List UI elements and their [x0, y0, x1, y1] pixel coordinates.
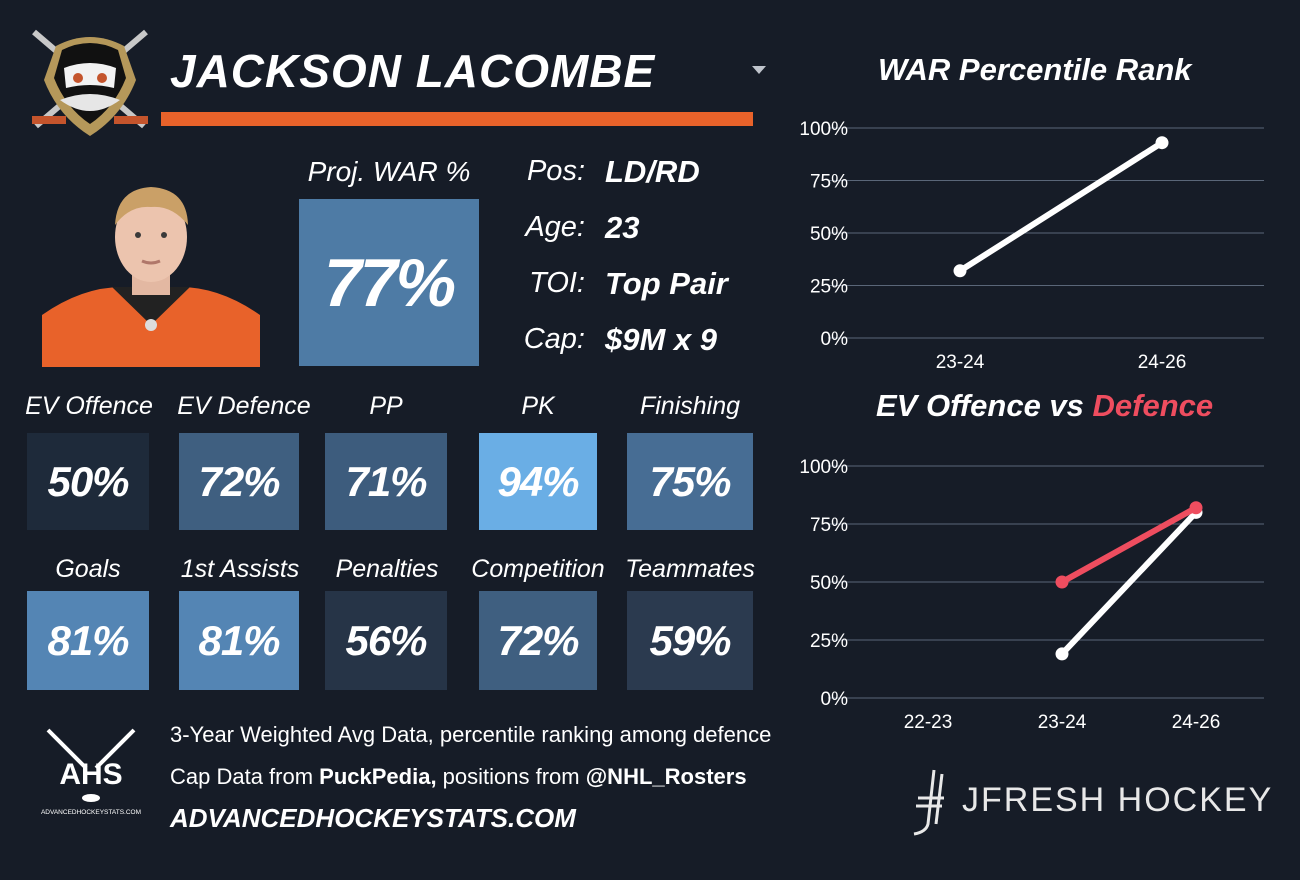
info-label-toi: TOI: [529, 267, 585, 299]
tile-teammates: 59% [627, 591, 753, 690]
footer-url[interactable]: ADVANCEDHOCKEYSTATS.COM [170, 803, 576, 833]
tile-label-ev-offence: EV Offence [25, 392, 153, 420]
tile-ev-defence: 72% [179, 433, 299, 530]
tile-penalties: 56% [325, 591, 447, 690]
war-percentile-chart: 100% 75% 50% 25% 0% 23-24 24-26 [799, 119, 1264, 373]
name-accent-bar [161, 112, 753, 126]
info-value-pos: LD/RD [605, 154, 700, 189]
ev-chart-ytick-label: 75% [810, 515, 848, 536]
info-value-cap: $9M x 9 [605, 322, 718, 357]
ev-chart-ytick-label: 0% [821, 689, 849, 710]
tile-finishing: 75% [627, 433, 753, 530]
ev-chart-point-0 [1055, 647, 1069, 661]
war-chart-ytick-label: 75% [810, 172, 848, 193]
ev-chart-title: EV Offence vs Defence [876, 388, 1213, 424]
ev-chart-ytick-label: 25% [810, 631, 848, 652]
footer-line2: Cap Data from PuckPedia, positions from … [170, 764, 747, 790]
player-name: JACKSON LACOMBE [170, 45, 656, 97]
ev-chart-title-defence: Defence [1092, 388, 1214, 423]
tile-ev-offence: 50% [27, 433, 149, 530]
tile-label-ev-defence: EV Defence [177, 392, 311, 420]
ahs-logo-small: ADVANCEDHOCKEYSTATS.COM [41, 809, 141, 816]
info-label-age: Age: [525, 211, 585, 243]
tile-label-penalties: Penalties [335, 555, 439, 583]
tile-label-goals: Goals [55, 555, 121, 583]
footer-puckpedia: PuckPedia, [319, 764, 437, 789]
war-chart-ytick-label: 25% [810, 277, 848, 298]
footer-nhl-rosters: @NHL_Rosters [585, 764, 747, 789]
war-chart-title: WAR Percentile Rank [878, 52, 1192, 87]
ev-chart-xtick-label: 23-24 [1038, 712, 1087, 733]
chevron-down-icon[interactable] [750, 64, 768, 76]
tile-label-1st-assists: 1st Assists [180, 555, 300, 583]
tile-label-pp: PP [369, 392, 403, 420]
tile-pk: 94% [479, 433, 597, 530]
war-chart-ytick-label: 50% [810, 224, 848, 245]
tile-label-teammates: Teammates [625, 555, 755, 583]
ev-chart-ytick-label: 100% [799, 457, 848, 478]
ahs-logo-text: AHS [59, 758, 122, 791]
jfresh-brand: JFRESH HOCKEY [962, 781, 1274, 819]
tile-goals: 81% [27, 591, 149, 690]
proj-war-label: Proj. WAR % [307, 156, 471, 187]
ev-chart-xtick-label: 24-26 [1172, 712, 1221, 733]
footer-line2-c: positions from [436, 764, 586, 789]
ev-chart-point-1 [1189, 501, 1203, 515]
info-label-cap: Cap: [523, 323, 585, 355]
tile-label-competition: Competition [471, 555, 605, 583]
ducks-logo-icon [32, 29, 148, 136]
ev-chart-series-line-0 [1059, 509, 1199, 657]
ev-chart-ytick-label: 50% [810, 573, 848, 594]
ev-chart-point-1 [1055, 575, 1069, 589]
footer-line2-a: Cap Data from [170, 764, 320, 789]
player-headshot [42, 187, 260, 367]
ev-chart-series-line-1 [1059, 504, 1199, 585]
tile-pp: 71% [325, 433, 447, 530]
tile-competition: 72% [479, 591, 597, 690]
info-value-age: 23 [605, 210, 640, 245]
tile-label-pk: PK [521, 392, 555, 420]
war-chart-ytick-label: 100% [799, 119, 848, 140]
proj-war-tile: 77% [299, 199, 479, 366]
war-chart-series-line-0 [957, 139, 1165, 274]
info-value-toi: Top Pair [605, 266, 728, 301]
war-chart-ytick-label: 0% [821, 329, 849, 350]
footer-line1: 3-Year Weighted Avg Data, percentile ran… [170, 722, 772, 747]
ahs-logo-icon: AHS ADVANCEDHOCKEYSTATS.COM [41, 728, 141, 816]
ev-chart-xtick-label: 22-23 [904, 712, 953, 733]
tile-1st-assists: 81% [179, 591, 299, 690]
war-chart-xtick-label: 24-26 [1138, 352, 1187, 373]
war-chart-point-0 [1155, 136, 1169, 150]
war-chart-point-0 [953, 264, 967, 278]
war-chart-xtick-label: 23-24 [936, 352, 985, 373]
info-label-pos: Pos: [526, 155, 585, 187]
jfresh-stick-icon [913, 769, 944, 836]
tile-label-finishing: Finishing [639, 392, 741, 420]
ev-chart-title-offence: EV Offence vs [876, 388, 1093, 423]
ev-offence-defence-chart: 100% 75% 50% 25% 0% 22-23 23-24 24-26 [799, 457, 1264, 733]
